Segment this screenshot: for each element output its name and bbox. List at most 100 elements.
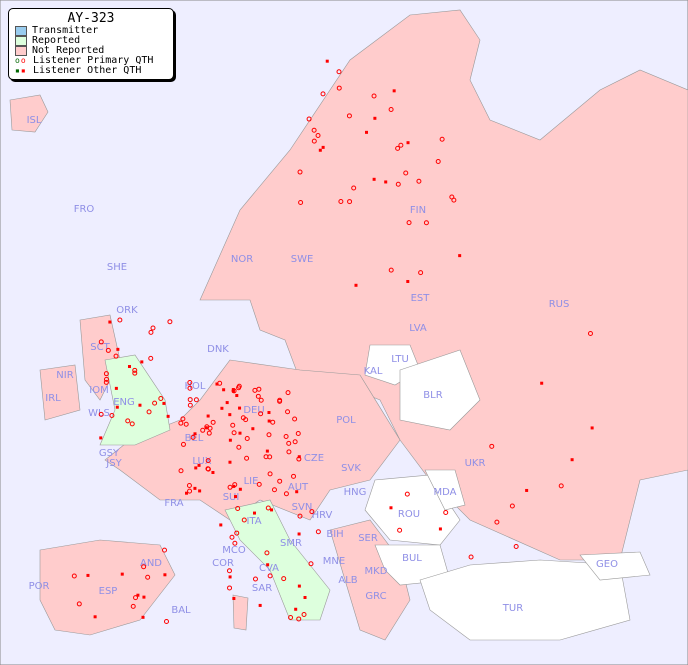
country-label-mco: MCO [222, 545, 246, 556]
listener-primary-marker [308, 561, 314, 567]
listener-primary-marker [295, 430, 301, 436]
country-label-sar: SAR [252, 583, 272, 594]
listener-primary-marker [336, 85, 342, 91]
listener-primary-marker [71, 573, 77, 579]
listener-primary-marker [205, 466, 211, 472]
listener-primary-marker [133, 595, 139, 601]
listener-primary-marker [513, 544, 519, 549]
listener-other-marker [238, 431, 242, 435]
country-label-hng: HNG [344, 487, 367, 498]
country-label-nor: NOR [231, 254, 253, 265]
listener-primary-marker [264, 550, 270, 556]
listener-primary-marker [231, 430, 237, 436]
listener-other-marker [295, 490, 299, 494]
listener-primary-marker [265, 505, 271, 511]
listener-other-marker [570, 458, 574, 462]
listener-other-marker [235, 394, 239, 398]
listener-primary-marker [76, 601, 82, 607]
listener-other-marker [99, 436, 103, 440]
listener-primary-marker [489, 443, 495, 449]
country-label-bul: BUL [402, 553, 422, 564]
country-label-ork: ORK [116, 305, 138, 316]
listener-other-marker [140, 360, 144, 364]
listener-other-marker [372, 177, 376, 181]
listener-primary-marker [103, 371, 109, 377]
listener-primary-marker [103, 376, 109, 382]
listener-primary-marker [244, 435, 250, 441]
listener-other-marker [406, 279, 410, 283]
listener-other-marker [141, 615, 145, 619]
listener-primary-marker [183, 421, 189, 427]
listener-primary-marker [277, 478, 283, 484]
listener-primary-marker [291, 473, 297, 479]
listener-primary-marker [306, 116, 312, 122]
listener-primary-marker [190, 434, 196, 440]
listener-primary-marker [449, 194, 455, 200]
country-label-alb: ALB [338, 575, 357, 586]
legend-item-not-reported: Not Reported [9, 46, 173, 56]
listener-primary-marker [351, 185, 357, 191]
listener-primary-marker [270, 419, 276, 425]
listener-other-marker [321, 145, 325, 149]
listener-primary-marker [117, 317, 123, 323]
listener-primary-marker [206, 430, 212, 436]
listener-primary-marker [388, 107, 394, 113]
listener-other-marker [252, 511, 256, 515]
countries-reported [99, 354, 331, 621]
listener-primary-marker [256, 481, 262, 487]
country-label-hol: HOL [185, 381, 206, 392]
listener-primary-marker [277, 398, 283, 404]
country-label-fra: FRA [164, 498, 183, 509]
listener-primary-marker [113, 353, 119, 359]
legend-item-other: ▪▪ Listener Other QTH [9, 66, 173, 76]
listener-other-marker [270, 508, 274, 512]
listener-primary-marker [187, 488, 193, 494]
country-label-bih: BIH [326, 529, 343, 540]
legend-label: Listener Other QTH [33, 65, 142, 76]
listener-other-marker [211, 470, 215, 474]
listener-other-marker [303, 595, 307, 599]
listener-primary-marker [180, 441, 186, 447]
listener-other-marker [108, 320, 112, 324]
listener-other-marker [163, 573, 167, 577]
listener-primary-marker [132, 367, 138, 373]
listener-primary-marker [252, 576, 258, 582]
country-label-esp: ESP [99, 586, 118, 597]
legend-label: Transmitter [32, 25, 99, 36]
listener-other-marker [251, 427, 255, 431]
listener-primary-marker [416, 178, 422, 184]
listener-other-marker [194, 466, 198, 470]
listener-other-marker [392, 89, 396, 93]
listener-other-marker [354, 283, 358, 287]
listener-primary-marker [258, 411, 264, 417]
listener-primary-marker [187, 402, 193, 408]
listener-primary-marker [404, 491, 410, 497]
listener-other-marker [86, 573, 90, 577]
listener-primary-marker [244, 455, 250, 461]
legend-item-transmitter: Transmitter [9, 26, 173, 36]
listener-primary-marker [439, 136, 445, 142]
country-label-hrv: HRV [312, 510, 333, 521]
listener-other-marker [231, 388, 235, 392]
listener-primary-marker [125, 418, 131, 424]
listener-primary-marker [296, 616, 302, 622]
listener-other-marker [162, 401, 166, 405]
listener-primary-marker [132, 370, 138, 376]
listener-other-marker [525, 488, 529, 492]
listener-primary-marker [105, 347, 111, 353]
listener-primary-marker [167, 319, 173, 325]
listener-other-marker [116, 347, 120, 351]
listener-primary-marker [141, 564, 147, 570]
listener-primary-marker [267, 471, 273, 477]
listener-primary-marker [443, 510, 449, 516]
listener-primary-marker [187, 397, 193, 403]
listener-other-marker [204, 426, 208, 430]
legend-item-reported: Reported [9, 36, 173, 46]
listener-primary-marker [178, 420, 184, 426]
listener-primary-marker [406, 220, 412, 226]
listener-primary-marker [418, 270, 424, 276]
listener-primary-marker [311, 138, 317, 144]
listener-other-marker [258, 603, 262, 607]
listener-primary-marker [297, 513, 303, 519]
listener-primary-marker [346, 113, 352, 119]
